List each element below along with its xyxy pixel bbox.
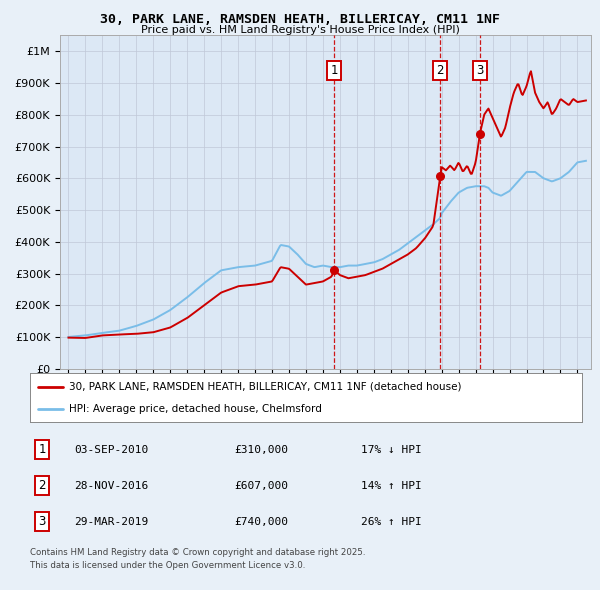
Text: 17% ↓ HPI: 17% ↓ HPI: [361, 445, 422, 454]
Text: 3: 3: [38, 515, 46, 528]
Text: 14% ↑ HPI: 14% ↑ HPI: [361, 481, 422, 491]
Text: 29-MAR-2019: 29-MAR-2019: [74, 517, 148, 527]
Text: £607,000: £607,000: [234, 481, 288, 491]
Text: Contains HM Land Registry data © Crown copyright and database right 2025.: Contains HM Land Registry data © Crown c…: [30, 548, 365, 556]
Text: 30, PARK LANE, RAMSDEN HEATH, BILLERICAY, CM11 1NF: 30, PARK LANE, RAMSDEN HEATH, BILLERICAY…: [100, 13, 500, 26]
Text: 1: 1: [38, 443, 46, 456]
Text: 28-NOV-2016: 28-NOV-2016: [74, 481, 148, 491]
Text: HPI: Average price, detached house, Chelmsford: HPI: Average price, detached house, Chel…: [68, 404, 322, 414]
Text: 2: 2: [38, 479, 46, 492]
Text: 26% ↑ HPI: 26% ↑ HPI: [361, 517, 422, 527]
Text: 3: 3: [476, 64, 484, 77]
Text: £310,000: £310,000: [234, 445, 288, 454]
Text: Price paid vs. HM Land Registry's House Price Index (HPI): Price paid vs. HM Land Registry's House …: [140, 25, 460, 35]
Text: 03-SEP-2010: 03-SEP-2010: [74, 445, 148, 454]
Text: 2: 2: [436, 64, 444, 77]
Text: This data is licensed under the Open Government Licence v3.0.: This data is licensed under the Open Gov…: [30, 560, 305, 569]
Text: £740,000: £740,000: [234, 517, 288, 527]
Text: 30, PARK LANE, RAMSDEN HEATH, BILLERICAY, CM11 1NF (detached house): 30, PARK LANE, RAMSDEN HEATH, BILLERICAY…: [68, 382, 461, 392]
Text: 1: 1: [331, 64, 338, 77]
